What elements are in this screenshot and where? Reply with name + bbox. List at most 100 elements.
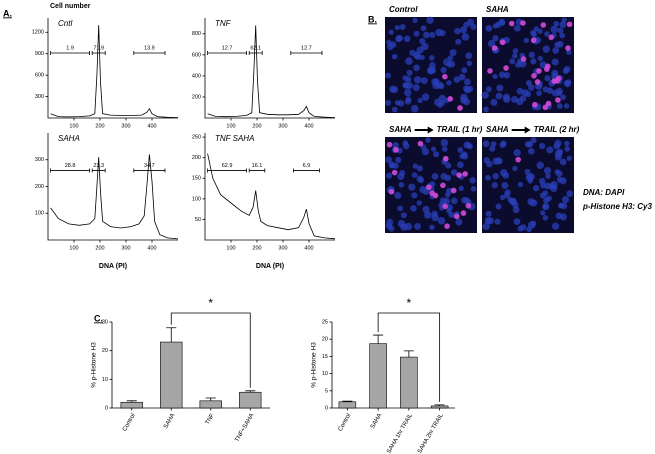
image-label: SAHA [486, 125, 509, 134]
panel-label: B. [368, 14, 377, 24]
x-tick-label: 200 [95, 123, 104, 129]
nucleus [508, 197, 517, 206]
nucleus [513, 24, 521, 32]
significance-label: * [407, 296, 412, 310]
nucleus [394, 192, 402, 200]
chart-title: TNF [215, 19, 232, 28]
gate-label: 16.1 [252, 163, 263, 169]
nucleus [400, 223, 408, 231]
nucleus [395, 35, 402, 43]
nucleus [489, 145, 496, 152]
nucleus [410, 205, 417, 212]
nucleus [412, 84, 420, 92]
nucleus [437, 217, 446, 225]
nucleus [483, 157, 490, 164]
nucleus [491, 181, 498, 189]
stained-nucleus [447, 96, 454, 102]
nucleus [542, 45, 550, 53]
x-tick-label: 100 [69, 123, 78, 129]
y-tick-label: 200 [192, 94, 201, 100]
histogram-line [207, 25, 336, 118]
stained-nucleus [460, 210, 467, 216]
stained-nucleus [520, 20, 526, 26]
stained-nucleus [456, 172, 462, 178]
nucleus [503, 95, 511, 103]
nucleus [527, 173, 535, 181]
stained-nucleus [548, 34, 555, 41]
x-tick-label: 400 [304, 245, 313, 251]
nucleus [448, 211, 455, 218]
nucleus [537, 55, 543, 62]
bar [199, 400, 222, 409]
nucleus [509, 58, 516, 65]
stained-nucleus [508, 20, 515, 27]
nucleus [444, 192, 451, 198]
nucleus [391, 53, 398, 60]
image-label: TRAIL (2 hr) [534, 125, 580, 134]
axis [204, 133, 335, 241]
histogram-line [207, 153, 336, 240]
nucleus [385, 222, 393, 230]
nucleus [425, 137, 431, 143]
nucleus [465, 142, 472, 149]
gate [207, 51, 247, 55]
nucleus [566, 49, 572, 55]
stain-label: p-Histone H3: Cy3 [582, 202, 652, 211]
nucleus [504, 189, 511, 196]
stained-nucleus [540, 22, 547, 28]
nucleus [449, 49, 457, 57]
x-tick-label: 400 [147, 123, 156, 129]
stained-nucleus [565, 45, 571, 51]
nucleus [559, 21, 567, 29]
gate [133, 51, 166, 55]
nucleus [566, 190, 574, 197]
nucleus [404, 88, 412, 97]
nucleus [539, 142, 546, 150]
stained-nucleus [454, 213, 460, 220]
stained-nucleus [442, 203, 448, 210]
nucleus [542, 215, 549, 221]
nucleus [455, 38, 462, 45]
nucleus [566, 155, 572, 161]
image-label: SAHA [486, 5, 509, 14]
nucleus [496, 84, 504, 92]
gate-label: 62.1 [250, 45, 261, 51]
nucleus [512, 165, 518, 172]
nucleus [490, 98, 498, 106]
y-tick-label: 900 [35, 51, 44, 57]
nucleus [546, 146, 554, 154]
panel-label: C. [94, 313, 103, 323]
nucleus [557, 27, 564, 34]
nucleus [435, 28, 443, 37]
stained-nucleus [566, 21, 573, 28]
y-tick-label: 20 [322, 337, 328, 343]
stained-nucleus [532, 101, 538, 108]
nucleus [486, 217, 494, 225]
nucleus [461, 67, 468, 74]
nucleus [432, 151, 440, 158]
nucleus [412, 163, 418, 169]
x-tick-label: 400 [147, 245, 156, 251]
x-tick-label: 100 [226, 245, 235, 251]
nucleus [397, 172, 405, 181]
nucleus [551, 222, 560, 230]
nucleus [545, 173, 551, 179]
nucleus [454, 27, 461, 35]
x-tick-label: 300 [278, 245, 287, 251]
nucleus [411, 172, 418, 178]
gate-label: 28.8 [65, 163, 76, 169]
nucleus [564, 145, 571, 152]
arrow-head [524, 126, 531, 134]
nucleus [485, 174, 491, 181]
nucleus [516, 98, 524, 106]
gate-label: 62.9 [222, 163, 233, 169]
axis [47, 133, 178, 241]
nucleus [458, 185, 464, 192]
x-tick-label: SAHA 1hr TRAIL [386, 412, 414, 454]
nucleus [485, 210, 492, 217]
stained-nucleus [536, 68, 542, 74]
nucleus [420, 25, 427, 32]
nucleus [528, 51, 536, 59]
nucleus [553, 20, 560, 27]
nucleus [455, 218, 463, 226]
